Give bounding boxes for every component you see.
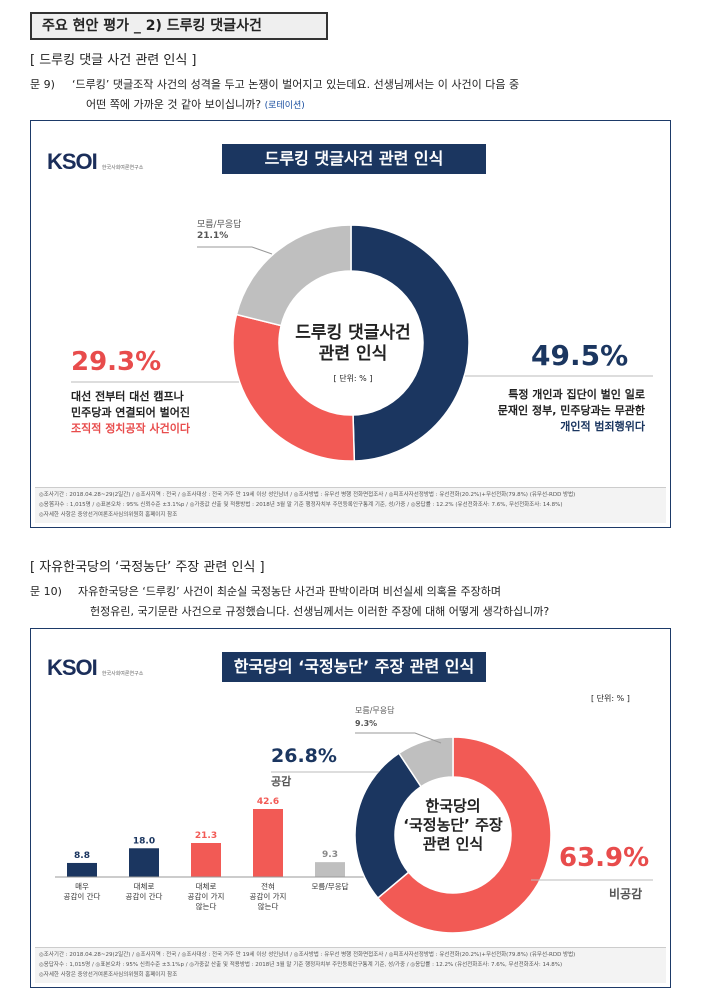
- q1-tag: (로테이션): [264, 101, 305, 111]
- chart1-left-l3: 조직적 정치공작 사건이다: [71, 422, 190, 435]
- chart2-foot1: ◎조사기간 : 2018.04.28~29(2일간) / ◎조사지역 : 전국 …: [39, 952, 576, 958]
- chart1-panel: KSOI 한국사회여론연구소 드루킹 댓글사건 관련 인식 드루킹 댓글사건 관…: [30, 120, 671, 528]
- chart2-banner: 한국당의 ‘국정농단’ 주장 관련 인식: [222, 652, 486, 682]
- bar-category-label: 공감이 가지: [250, 891, 287, 901]
- q2-heading: [ 자유한국당의 ‘국정농단’ 주장 관련 인식 ]: [30, 560, 265, 575]
- donut-slice: [354, 752, 423, 899]
- chart1-logo: KSOI 한국사회여론연구소: [47, 149, 143, 175]
- q1-line1: ‘드루킹’ 댓글조작 사건의 성격을 두고 논쟁이 벌어지고 있는데요. 선생님…: [72, 78, 520, 91]
- bar-value-label: 18.0: [133, 836, 155, 846]
- chart1-right-leader: [465, 375, 653, 377]
- bar-category-label: 모름/무응답: [311, 881, 348, 891]
- chart2-foot2: ◎응답자수 : 1,015명 / ◎표본오차 : 95% 신뢰수준 ±3.1%p…: [39, 962, 563, 968]
- chart2-disagree-value: 63.9%: [559, 843, 650, 873]
- chart2-dk-leader: [355, 732, 442, 744]
- chart2-center-l3: 관련 인식: [422, 835, 484, 853]
- donut-slice: [235, 224, 352, 327]
- chart2-center-l1: 한국당의: [425, 797, 481, 815]
- chart2-agree-value: 26.8%: [271, 745, 337, 767]
- chart2-agree-label: 공감: [271, 775, 292, 788]
- bar: [253, 809, 283, 877]
- bar-value-label: 9.3: [322, 850, 338, 860]
- chart1-center-l2: 관련 인식: [318, 344, 388, 364]
- bar-category-label: 공감이 가지: [188, 891, 225, 901]
- bar-category-label: 공감이 간다: [126, 891, 163, 901]
- chart1-right-text: 특정 개인과 집단이 벌인 일로 문재인 정부, 민주당과는 무관한 개인적 범…: [439, 387, 645, 435]
- chart2-foot3: ◎자세한 사항은 중앙선거여론조사심의위원회 홈페이지 참조: [39, 972, 178, 978]
- chart2-footnote: ◎조사기간 : 2018.04.28~29(2일간) / ◎조사지역 : 전국 …: [35, 947, 666, 983]
- donut-slice: [376, 736, 552, 934]
- chart1-dk-value: 21.1%: [197, 231, 229, 241]
- bar-category-label: 대체로: [134, 881, 155, 891]
- chart2-disagree-leader: [531, 879, 653, 881]
- chart1-foot1: ◎조사기간 : 2018.04.28~29(2일간) / ◎조사지역 : 전국 …: [39, 492, 576, 498]
- bar-category-label: 전혀: [261, 881, 275, 891]
- chart1-donut: [232, 224, 470, 462]
- chart1-dk-leader: [197, 246, 273, 255]
- bar-category-label: 대체로: [196, 881, 217, 891]
- donut-slice: [232, 313, 356, 462]
- chart1-right-l3: 개인적 범죄행위다: [560, 420, 645, 433]
- bar-category-label: 않는다: [196, 902, 217, 911]
- bar-value-label: 8.8: [74, 851, 90, 861]
- q1-line2-wrap: 어떤 쪽에 가까운 것 같아 보이십니까? (로테이션): [86, 95, 305, 116]
- bar: [67, 862, 97, 877]
- chart1-foot3: ◎자세한 사항은 중앙선거여론조사심의위원회 홈페이지 참조: [39, 512, 178, 518]
- chart2-dk-value: 9.3%: [355, 719, 378, 728]
- bar-value-label: 42.6: [257, 797, 279, 807]
- chart1-banner: 드루킹 댓글사건 관련 인식: [222, 144, 486, 174]
- bar: [129, 848, 159, 877]
- chart2-unit: [ 단위: % ]: [591, 694, 630, 703]
- donut-slice: [350, 224, 470, 462]
- chart1-foot2: ◎응答자수 : 1,015명 / ◎표본오차 : 95% 신뢰수준 ±3.1%p…: [39, 502, 563, 508]
- bar: [191, 843, 221, 877]
- q1-line2: 어떤 쪽에 가까운 것 같아 보이십니까?: [86, 98, 262, 111]
- chart2-disagree-label: 비공감: [609, 887, 643, 901]
- chart2-dk-label: 모름/무응답: [355, 706, 395, 715]
- chart1-left-value: 29.3%: [71, 347, 162, 377]
- q1-heading: [ 드루킹 댓글 사건 관련 인식 ]: [30, 53, 197, 68]
- chart2-center-label: 한국당의 ‘국정농단’ 주장 관련 인식: [383, 797, 523, 854]
- chart1-left-leader: [71, 381, 239, 383]
- bar-category-label: 매우: [75, 882, 89, 891]
- donut-slice: [397, 736, 454, 788]
- ksoi-logo: KSOI: [47, 655, 98, 680]
- chart1-right-l1: 특정 개인과 집단이 벌인 일로: [508, 388, 645, 401]
- chart1-right-value: 49.5%: [531, 339, 629, 372]
- chart1-center-label: 드루킹 댓글사건 관련 인식: [273, 323, 433, 365]
- bar-value-label: 21.3: [195, 831, 217, 841]
- chart1-footnote: ◎조사기간 : 2018.04.28~29(2일간) / ◎조사지역 : 전국 …: [35, 487, 666, 523]
- q2-line2: 헌정유린, 국기문란 사건으로 규정했습니다. 선생님께서는 이러한 주장에 대…: [90, 605, 550, 618]
- logo-subtitle: 한국사회여론연구소: [101, 671, 144, 677]
- q2-line1: 자유한국당은 ‘드루킹’ 사건이 최순실 국정농단 사건과 판박이라며 비선실세…: [78, 585, 502, 598]
- chart2-center-l2: ‘국정농단’ 주장: [403, 816, 503, 834]
- ksoi-logo: KSOI: [47, 149, 98, 174]
- chart1-dk-label: 모름/무응답: [197, 220, 242, 230]
- chart1-center-l1: 드루킹 댓글사건: [295, 323, 411, 343]
- chart1-right-l2: 문재인 정부, 민주당과는 무관한: [497, 404, 645, 417]
- chart2-logo: KSOI 한국사회여론연구소: [47, 655, 143, 681]
- chart2-agree-leader: [271, 771, 379, 773]
- q2-number: 문 10): [30, 585, 62, 598]
- chart2-panel: KSOI 한국사회여론연구소 한국당의 ‘국정농단’ 주장 관련 인식 [ 단위…: [30, 628, 671, 988]
- bar-category-label: 않는다: [258, 902, 279, 911]
- logo-subtitle: 한국사회여론연구소: [101, 165, 144, 171]
- section-title: 주요 현안 평가 _ 2) 드루킹 댓글사건: [30, 12, 328, 40]
- bar: [315, 862, 345, 877]
- chart1-left-l2: 민주당과 연결되어 벌어진: [71, 406, 190, 419]
- chart1-left-text: 대선 전부터 대선 캠프나 민주당과 연결되어 벌어진 조직적 정치공작 사건이…: [71, 389, 271, 437]
- chart1-left-l1: 대선 전부터 대선 캠프나: [71, 390, 184, 403]
- bar-category-label: 공감이 간다: [64, 891, 101, 901]
- chart2-donut: [354, 736, 552, 934]
- chart1-unit: [ 단위: % ]: [333, 374, 373, 383]
- q1-number: 문 9): [30, 78, 55, 91]
